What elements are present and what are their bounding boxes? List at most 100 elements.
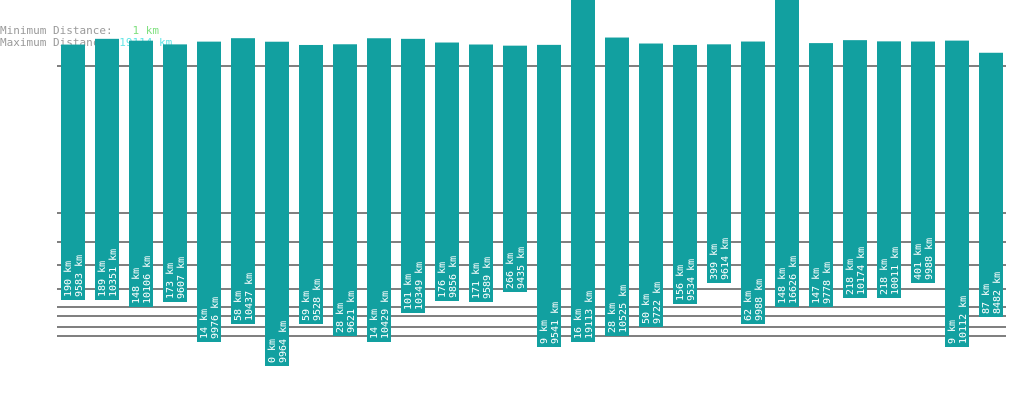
distance-bar — [979, 52, 1003, 318]
distance-bar — [571, 0, 595, 343]
distance-bar — [129, 40, 153, 308]
near-distance-label: 87 km — [981, 284, 992, 314]
far-distance-label: 9583 km — [74, 255, 85, 297]
distance-bar — [299, 44, 323, 325]
near-distance-label: 9 km — [539, 320, 550, 344]
near-distance-label: 399 km — [709, 244, 720, 280]
minimum-distance-row: Minimum Distance: 1 km — [0, 25, 172, 37]
bar-group: 148 km 10106 km — [129, 40, 153, 308]
distance-bar — [197, 41, 221, 342]
bar-group: 401 km 9988 km — [911, 41, 935, 283]
near-distance-label: 190 km — [63, 261, 74, 297]
far-distance-label: 9534 km — [686, 259, 697, 301]
near-distance-label: 0 km — [267, 339, 278, 363]
minimum-distance-value: 1 km — [132, 24, 159, 37]
near-distance-label: 59 km — [301, 291, 312, 321]
near-distance-label: 218 km — [879, 259, 890, 295]
bar-group: 189 km 10351 km — [95, 38, 119, 301]
distance-bar — [843, 40, 867, 298]
far-distance-label: 9856 km — [448, 256, 459, 298]
bar-group: 87 km 8482 km — [979, 52, 1003, 318]
bar-group: 16 km 19113 km — [571, 0, 595, 343]
bar-group: 218 km 10174 km — [843, 40, 867, 298]
far-distance-label: 9621 km — [346, 291, 357, 333]
far-distance-label: 8482 km — [992, 272, 1003, 314]
bar-group: 266 km 9435 km — [503, 45, 527, 292]
near-distance-label: 28 km — [607, 303, 618, 333]
distance-bar — [333, 44, 357, 336]
bar-group: 0 km 9964 km — [265, 41, 289, 366]
distance-bar — [95, 38, 119, 301]
bar-group: 28 km 10525 km — [605, 37, 629, 337]
distance-bar — [945, 40, 969, 347]
near-distance-label: 148 km — [777, 268, 788, 304]
distance-bar — [639, 43, 663, 327]
distance-bar — [877, 41, 901, 298]
bar-group: 62 km 9988 km — [741, 41, 765, 324]
near-distance-label: 189 km — [97, 261, 108, 297]
near-distance-label: 266 km — [505, 253, 516, 289]
far-distance-label: 10112 km — [958, 296, 969, 344]
distance-bar — [605, 37, 629, 337]
near-distance-label: 218 km — [845, 259, 856, 295]
bar-group: 59 km 9528 km — [299, 44, 323, 325]
near-distance-label: 171 km — [471, 263, 482, 299]
bar-group: 14 km 10429 km — [367, 38, 391, 342]
far-distance-label: 10011 km — [890, 247, 901, 295]
distance-bar — [435, 42, 459, 301]
bar-group: 176 km 9856 km — [435, 42, 459, 301]
bar-group: 14 km 9976 km — [197, 41, 221, 342]
distance-bar — [741, 41, 765, 324]
bar-group: 218 km 10011 km — [877, 41, 901, 298]
far-distance-label: 10349 km — [414, 262, 425, 310]
distance-bar — [469, 44, 493, 302]
distance-bar — [809, 43, 833, 307]
far-distance-label: 9614 km — [720, 238, 731, 280]
near-distance-label: 148 km — [131, 268, 142, 304]
far-distance-label: 10351 km — [108, 249, 119, 297]
bar-group: 28 km 9621 km — [333, 44, 357, 336]
near-distance-label: 62 km — [743, 291, 754, 321]
distance-bar — [61, 44, 85, 300]
far-distance-label: 16626 km — [788, 256, 799, 304]
distance-bar — [775, 0, 799, 307]
distance-bar — [707, 44, 731, 284]
distance-bar — [503, 45, 527, 292]
far-distance-label: 9722 km — [652, 282, 663, 324]
bar-group: 190 km 9583 km — [61, 44, 85, 300]
near-distance-label: 9 km — [947, 320, 958, 344]
bar-group: 173 km 9607 km — [163, 44, 187, 303]
minimum-distance-label: Minimum Distance: — [0, 24, 113, 37]
distance-bar — [367, 38, 391, 342]
distance-bar — [673, 44, 697, 305]
far-distance-label: 9435 km — [516, 247, 527, 289]
far-distance-label: 10174 km — [856, 247, 867, 295]
far-distance-label: 9988 km — [754, 279, 765, 321]
far-distance-label: 9976 km — [210, 297, 221, 339]
bar-group: 9 km 10112 km — [945, 40, 969, 347]
near-distance-label: 147 km — [811, 268, 822, 304]
bar-group: 148 km 16626 km — [775, 0, 799, 307]
far-distance-label: 9528 km — [312, 279, 323, 321]
distance-bars: 190 km 9583 km 189 km 10351 km 148 km 10106 k… — [61, 0, 1003, 366]
bar-group: 399 km 9614 km — [707, 44, 731, 284]
near-distance-label: 173 km — [165, 263, 176, 299]
far-distance-label: 10525 km — [618, 285, 629, 333]
near-distance-label: 58 km — [233, 291, 244, 321]
far-distance-label: 9964 km — [278, 321, 289, 363]
far-distance-label: 10106 km — [142, 256, 153, 304]
near-distance-label: 156 km — [675, 265, 686, 301]
far-distance-label: 19113 km — [584, 291, 595, 339]
far-distance-label: 9589 km — [482, 257, 493, 299]
near-distance-label: 176 km — [437, 262, 448, 298]
distance-bar — [537, 44, 561, 348]
far-distance-label: 9607 km — [176, 257, 187, 299]
bar-group: 101 km 10349 km — [401, 38, 425, 314]
bar-group: 171 km 9589 km — [469, 44, 493, 302]
near-distance-label: 28 km — [335, 303, 346, 333]
distance-bar — [163, 44, 187, 303]
near-distance-label: 14 km — [199, 309, 210, 339]
near-distance-label: 101 km — [403, 274, 414, 310]
near-distance-label: 14 km — [369, 309, 380, 339]
